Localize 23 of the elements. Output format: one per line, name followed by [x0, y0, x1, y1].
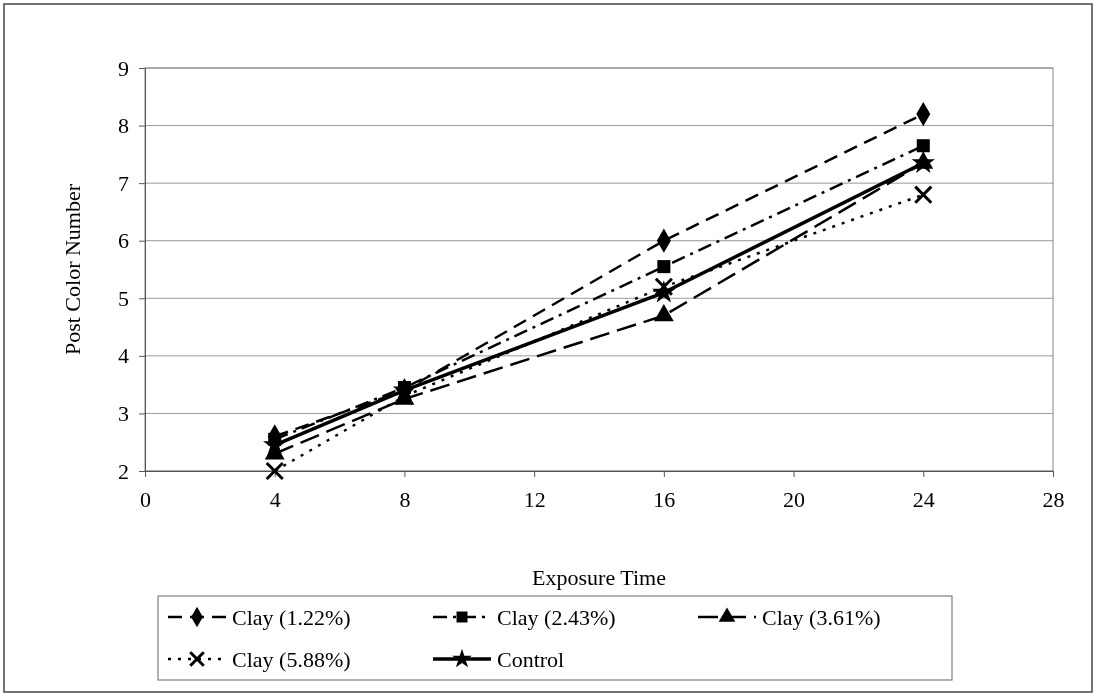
x-tick-label: 4 — [269, 486, 281, 512]
legend-label: Clay (5.88%) — [232, 647, 351, 672]
x-tick-label: 24 — [912, 486, 935, 512]
y-tick-label: 9 — [118, 55, 129, 81]
y-tick-label: 6 — [118, 228, 129, 254]
y-tick-label: 3 — [118, 400, 129, 426]
legend-label: Clay (1.22%) — [232, 605, 351, 630]
y-tick-label: 5 — [118, 285, 129, 311]
y-axis-title: Post Color Number — [60, 183, 85, 356]
x-tick-label: 20 — [783, 486, 806, 512]
y-tick-label: 8 — [118, 113, 129, 139]
x-axis-title: Exposure Time — [532, 565, 666, 590]
y-tick-label: 7 — [118, 170, 129, 196]
y-tick-label: 2 — [118, 458, 129, 484]
x-tick-label: 8 — [399, 486, 411, 512]
legend-label: Clay (2.43%) — [497, 605, 616, 630]
legend-label: Clay (3.61%) — [762, 605, 881, 630]
legend-label: Control — [497, 647, 565, 672]
x-tick-label: 16 — [653, 486, 676, 512]
y-tick-label: 4 — [118, 343, 129, 369]
x-tick-label: 12 — [523, 486, 546, 512]
x-tick-label: 28 — [1042, 486, 1065, 512]
x-tick-label: 0 — [140, 486, 151, 512]
